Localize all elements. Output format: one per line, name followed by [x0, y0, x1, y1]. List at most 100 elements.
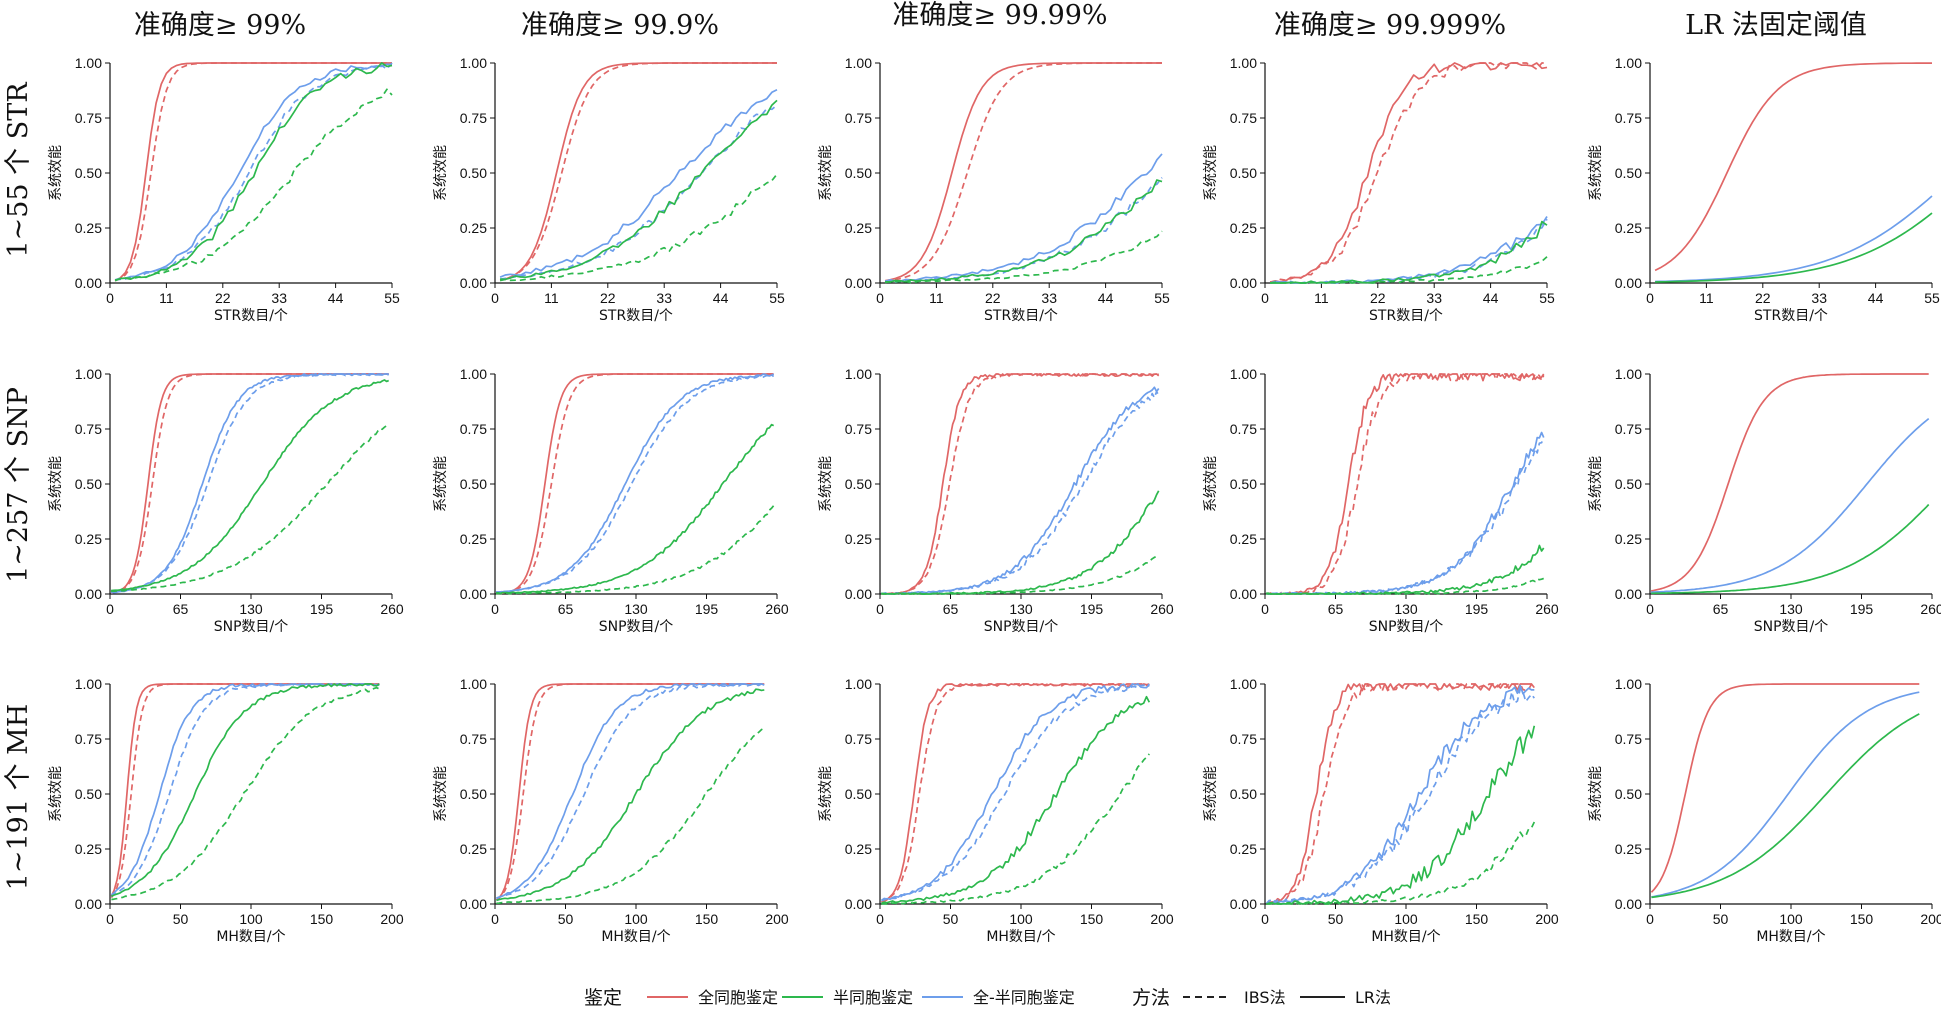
x-tick-label: 100 — [1009, 911, 1033, 927]
series-line-half-LR — [1270, 220, 1548, 284]
y-tick-label: 0.25 — [1230, 220, 1257, 236]
y-tick-label: 0.75 — [1615, 731, 1642, 747]
panel: 0.00 0.25 0.50 0.75 1.00 0 50 100 150 200 MH数目/个 系统… — [48, 676, 404, 945]
series-line-half-IBS — [496, 505, 775, 595]
x-axis-label: SNP数目/个 — [599, 619, 674, 635]
series-line-fullhalf-LR — [110, 683, 380, 896]
x-axis-label: STR数目/个 — [984, 308, 1058, 324]
x-axis-label: MH数目/个 — [986, 929, 1055, 945]
x-tick-label: 33 — [1041, 290, 1057, 306]
y-tick-label: 1.00 — [1615, 366, 1642, 382]
series-line-fullhalf-IBS — [499, 104, 778, 281]
y-tick-label: 1.00 — [845, 55, 872, 71]
y-tick-label: 0.50 — [1230, 786, 1257, 802]
series-line-fullhalf-IBS — [114, 62, 393, 281]
series-line-half-IBS — [496, 727, 765, 905]
series-line-half-IBS — [884, 230, 1163, 284]
legend-label-full: 全同胞鉴定 — [698, 988, 778, 1007]
x-tick-label: 0 — [491, 290, 499, 306]
y-axis-label: 系统效能 — [433, 145, 449, 201]
series-line-fullhalf-LR — [496, 373, 775, 593]
x-tick-label: 200 — [1535, 911, 1559, 927]
y-tick-label: 0.75 — [845, 421, 872, 437]
column-titles: 准确度≥ 99% 准确度≥ 99.9% 准确度≥ 99.99% 准确度≥ 99.… — [134, 0, 1867, 41]
x-tick-label: 55 — [1539, 290, 1555, 306]
y-axis-label: 系统效能 — [48, 145, 64, 201]
y-tick-label: 0.00 — [460, 586, 487, 602]
y-tick-label: 1.00 — [845, 676, 872, 692]
x-tick-label: 0 — [106, 911, 114, 927]
series-line-half-LR — [881, 695, 1151, 905]
x-tick-label: 130 — [1394, 601, 1418, 617]
series-line-half-IBS — [111, 686, 380, 901]
y-tick-label: 1.00 — [460, 55, 487, 71]
y-tick-label: 0.50 — [460, 165, 487, 181]
y-tick-label: 0.75 — [460, 731, 487, 747]
series-line-half-IBS — [499, 173, 778, 282]
panel: 0.00 0.25 0.50 0.75 1.00 0 11 22 33 44 55 STR数目/个 系统… — [1203, 55, 1555, 324]
series-line-full-IBS — [110, 373, 389, 594]
column-title: 准确度≥ 99.9% — [521, 10, 719, 41]
series-line-full-IBS — [496, 373, 774, 595]
y-tick-label: 0.00 — [845, 896, 872, 912]
x-tick-label: 22 — [1370, 290, 1386, 306]
panel: 0.00 0.25 0.50 0.75 1.00 0 65 130 195 260 SNP数目/个 系… — [48, 366, 404, 635]
row-title: 1~191 个 MH — [3, 704, 34, 891]
x-tick-label: 150 — [310, 911, 334, 927]
series-line-fullhalf-IBS — [1265, 437, 1545, 595]
y-tick-label: 0.75 — [1615, 421, 1642, 437]
panel: 0.00 0.25 0.50 0.75 1.00 0 50 100 150 200 MH数目/个 系统… — [818, 676, 1174, 945]
y-tick-label: 0.50 — [845, 165, 872, 181]
row-title: 1~257 个 SNP — [3, 387, 34, 583]
legend-label-fullhalf: 全-半同胞鉴定 — [973, 988, 1075, 1007]
x-tick-label: 0 — [1261, 601, 1269, 617]
x-tick-label: 100 — [1779, 911, 1803, 927]
x-tick-label: 0 — [1646, 911, 1654, 927]
y-tick-label: 0.75 — [1230, 731, 1257, 747]
y-axis-label: 系统效能 — [433, 456, 449, 512]
y-tick-label: 0.25 — [1615, 531, 1642, 547]
y-axis-label: 系统效能 — [818, 456, 834, 512]
y-axis-label: 系统效能 — [48, 456, 64, 512]
y-tick-label: 0.00 — [1615, 586, 1642, 602]
y-tick-label: 1.00 — [460, 676, 487, 692]
x-tick-label: 22 — [215, 290, 231, 306]
x-tick-label: 50 — [558, 911, 574, 927]
series-line-half-IBS — [881, 553, 1160, 595]
x-tick-label: 195 — [1850, 601, 1874, 617]
x-tick-label: 0 — [876, 290, 884, 306]
x-tick-label: 22 — [985, 290, 1001, 306]
series-line-full-LR — [884, 62, 1162, 282]
series-line-fullhalf-LR — [884, 153, 1163, 283]
panel: 0.00 0.25 0.50 0.75 1.00 0 11 22 33 44 55 STR数目/个 系统… — [1588, 55, 1940, 324]
x-tick-label: 0 — [1261, 290, 1269, 306]
x-tick-label: 33 — [1811, 290, 1827, 306]
x-axis-label: SNP数目/个 — [984, 619, 1059, 635]
series-line-half-LR — [1265, 544, 1545, 595]
x-tick-label: 55 — [384, 290, 400, 306]
x-tick-label: 50 — [1328, 911, 1344, 927]
x-tick-label: 33 — [1426, 290, 1442, 306]
series-line-full-IBS — [1270, 62, 1547, 283]
x-tick-label: 11 — [159, 290, 174, 306]
x-tick-label: 0 — [106, 290, 114, 306]
y-tick-label: 0.25 — [845, 841, 872, 857]
x-tick-label: 33 — [656, 290, 672, 306]
y-tick-label: 0.25 — [1230, 531, 1257, 547]
y-tick-label: 0.25 — [845, 531, 872, 547]
legend-group-title: 鉴定 — [584, 987, 622, 1009]
y-tick-label: 0.75 — [1615, 110, 1642, 126]
x-tick-label: 50 — [1713, 911, 1729, 927]
y-tick-label: 0.75 — [845, 731, 872, 747]
y-tick-label: 0.75 — [1230, 421, 1257, 437]
x-tick-label: 11 — [544, 290, 559, 306]
y-axis-label: 系统效能 — [433, 766, 449, 822]
series-line-full-IBS — [880, 373, 1159, 595]
y-tick-label: 0.50 — [460, 786, 487, 802]
series-line-half-LR — [496, 423, 775, 595]
x-axis-label: MH数目/个 — [1756, 929, 1825, 945]
x-tick-label: 0 — [106, 601, 114, 617]
panel: 0.00 0.25 0.50 0.75 1.00 0 50 100 150 200 MH数目/个 系统… — [1203, 676, 1559, 945]
series-line-fullhalf-IBS — [110, 683, 380, 898]
series-line-half-LR — [110, 379, 390, 592]
